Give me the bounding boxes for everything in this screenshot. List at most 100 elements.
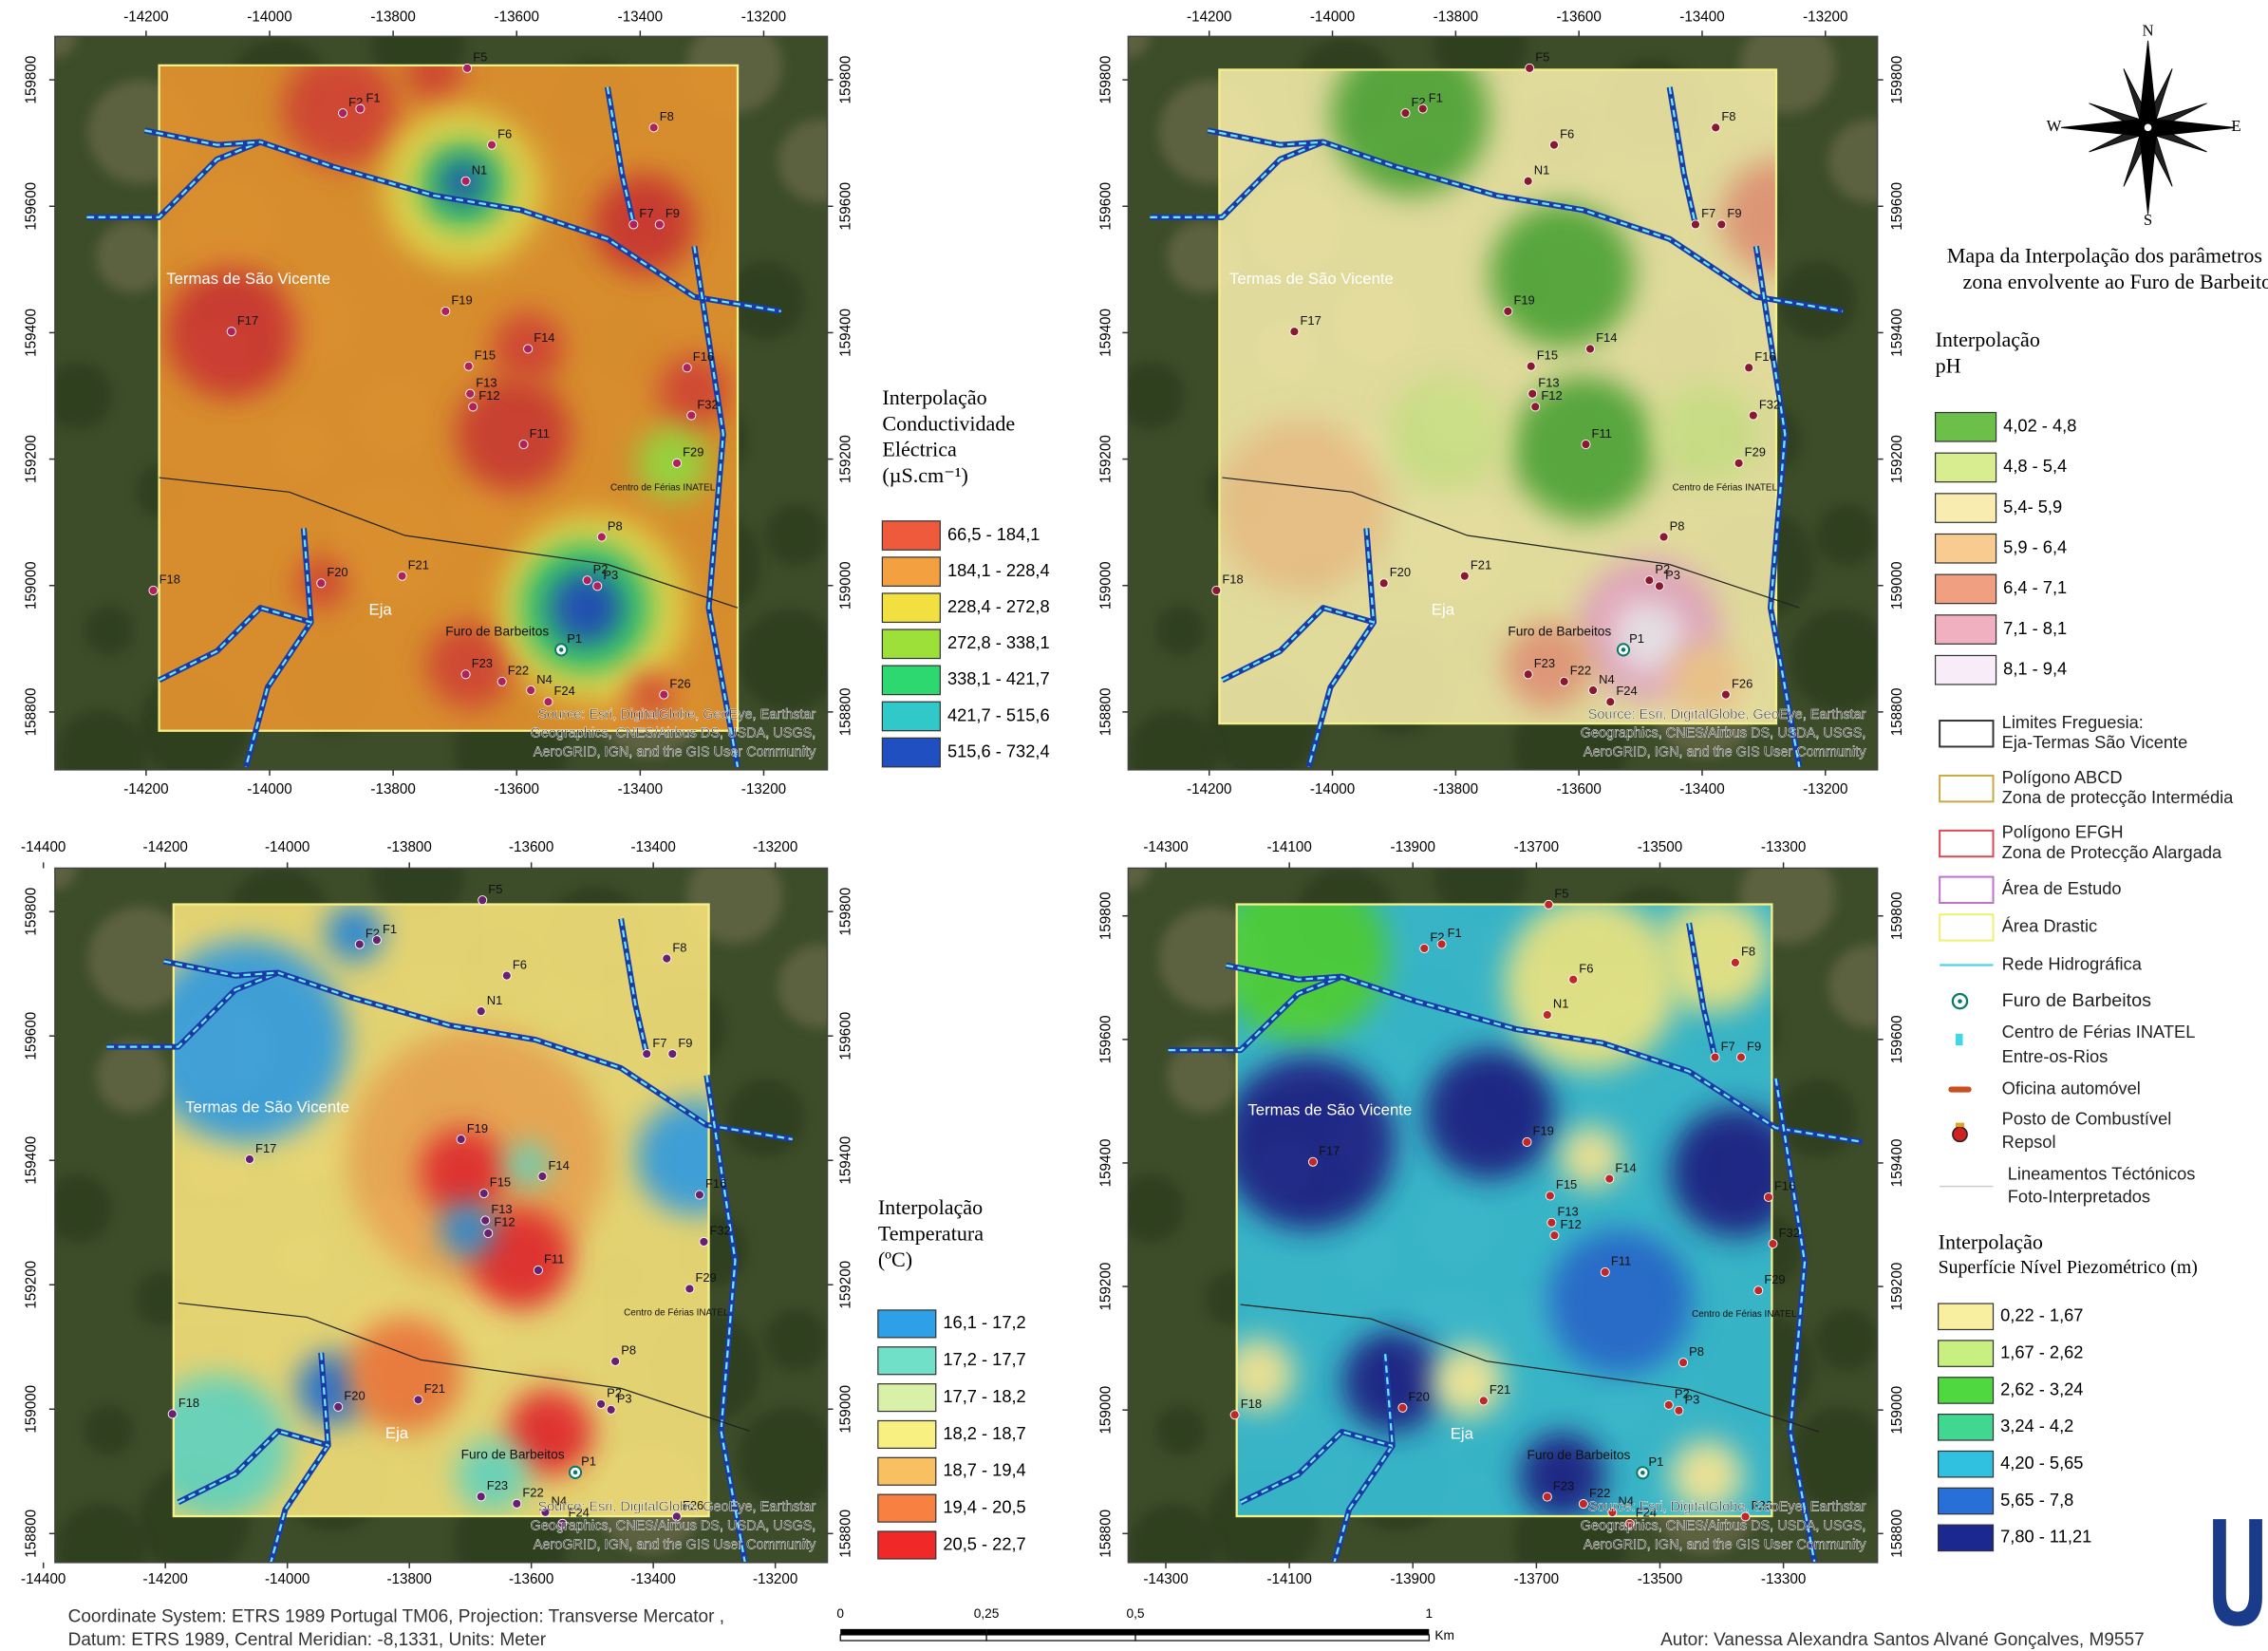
legend-swatch [1936,615,1996,644]
well-label: F21 [408,557,429,572]
aerial-patch [726,1079,804,1157]
y-tick-label: 159000 [837,1385,853,1434]
legend-swatch [1939,1341,1994,1366]
aerial-patch [84,606,134,655]
x-tick-label: -13600 [1556,9,1601,26]
well-label: N4 [536,672,553,686]
legend-label: 7,80 - 11,21 [2000,1527,2091,1547]
legend-swatch [1939,1525,1994,1550]
legend-swatch [878,1384,936,1412]
y-tick-label: 159600 [1889,1015,1905,1063]
layer-label: Repsol [2002,1132,2056,1152]
y-tick-label: 158800 [837,687,853,736]
y-tick-label: 159800 [1889,891,1905,940]
aerial-patch [96,1041,168,1113]
place-label: Termas de São Vicente [1247,1101,1412,1119]
surface-zone [1215,420,1389,593]
well-marker [1543,1010,1551,1019]
scale-bar-segment [1135,1635,1429,1641]
legend-swatch [882,702,940,730]
well-label: F20 [1409,1390,1430,1404]
scale-label: 0 [836,1606,844,1621]
legend-swatch [1939,1304,1994,1329]
well-label: F8 [660,109,674,123]
well-marker [372,936,381,945]
well-marker [544,698,553,706]
map-sheet: Termas de São VicenteEjaFuro de Barbeito… [0,0,2268,1651]
y-tick-label: 158800 [1098,1510,1115,1558]
well-marker [479,1189,488,1197]
well-marker [1736,1053,1745,1061]
legend-swatch [882,593,940,622]
well-label: F11 [544,1252,564,1266]
scale-bar-segment [840,1629,986,1635]
x-tick-label: -13800 [370,9,415,26]
well-label: F14 [534,330,554,345]
layer-symbol [1940,831,1993,856]
legend-swatch [882,666,940,694]
surface-zone [1505,897,1678,1071]
well-label: F16 [705,1176,726,1191]
well-marker [463,64,472,72]
well-marker [149,586,158,594]
layer-label: Área Drastic [2002,916,2097,936]
y-tick-label: 159400 [1098,309,1115,357]
well-label: F11 [1592,426,1612,441]
x-tick-label: -14300 [1143,1571,1188,1587]
legend-title: Interpolação [1936,328,2040,351]
layer-label: Rede Hidrográfica [2002,953,2143,973]
y-tick-label: 159200 [837,1261,853,1309]
well-label: F17 [237,313,258,328]
y-tick-label: 158800 [1889,687,1905,736]
y-tick-label: 159800 [1098,56,1115,104]
well-marker [1479,1397,1488,1405]
y-tick-label: 159400 [837,309,853,357]
well-marker [643,1050,651,1059]
x-tick-label: -13900 [1391,1571,1435,1587]
surface-zone [1547,1229,1692,1374]
well-marker [1526,64,1534,72]
well-label: F32 [1779,1226,1800,1240]
layer-symbol [1956,1034,1963,1045]
legend-swatch [1939,1488,1994,1513]
layer-symbol [1958,999,1962,1004]
well-marker [1764,1192,1772,1201]
y-tick-label: 159400 [24,309,40,357]
y-tick-label: 159200 [24,1261,40,1309]
surface-zone [282,51,398,167]
x-tick-label: -13800 [386,839,431,855]
legend-label: 5,9 - 6,4 [2003,537,2067,557]
well-label: N1 [1553,997,1569,1011]
legend-label: 5,4- 5,9 [2003,497,2062,516]
legend-swatch [878,1347,936,1375]
well-marker [1504,307,1512,315]
legend-label: 19,4 - 20,5 [943,1496,1025,1516]
well-marker [1398,1403,1407,1412]
well-marker [597,1399,606,1408]
legend-label: 4,20 - 5,65 [2000,1453,2083,1473]
well-label: P1 [1648,1454,1663,1469]
well-marker [672,459,681,467]
x-tick-label: -13400 [618,781,663,797]
place-label: Eja [369,601,393,619]
well-marker [1549,141,1558,149]
y-tick-label: 159200 [1098,1263,1115,1311]
y-tick-label: 159600 [837,1012,853,1060]
y-tick-label: 159800 [1098,891,1115,940]
well-marker [1721,690,1730,699]
scale-unit: Km [1434,1628,1454,1642]
well-label: P8 [608,518,623,533]
well-marker [1640,1471,1645,1475]
y-tick-label: 159200 [1889,435,1905,483]
well-marker [1212,586,1221,594]
y-tick-label: 159200 [1889,1263,1905,1311]
well-label: F9 [665,206,680,220]
well-label: F14 [548,1158,569,1173]
well-marker [1569,975,1578,984]
aerial-patch [1156,1406,1206,1455]
well-marker [339,109,347,118]
well-label: F18 [178,1396,199,1410]
legend-label: 18,7 - 19,4 [943,1460,1025,1480]
x-tick-label: -14200 [1187,9,1231,26]
well-label: F6 [497,126,512,141]
